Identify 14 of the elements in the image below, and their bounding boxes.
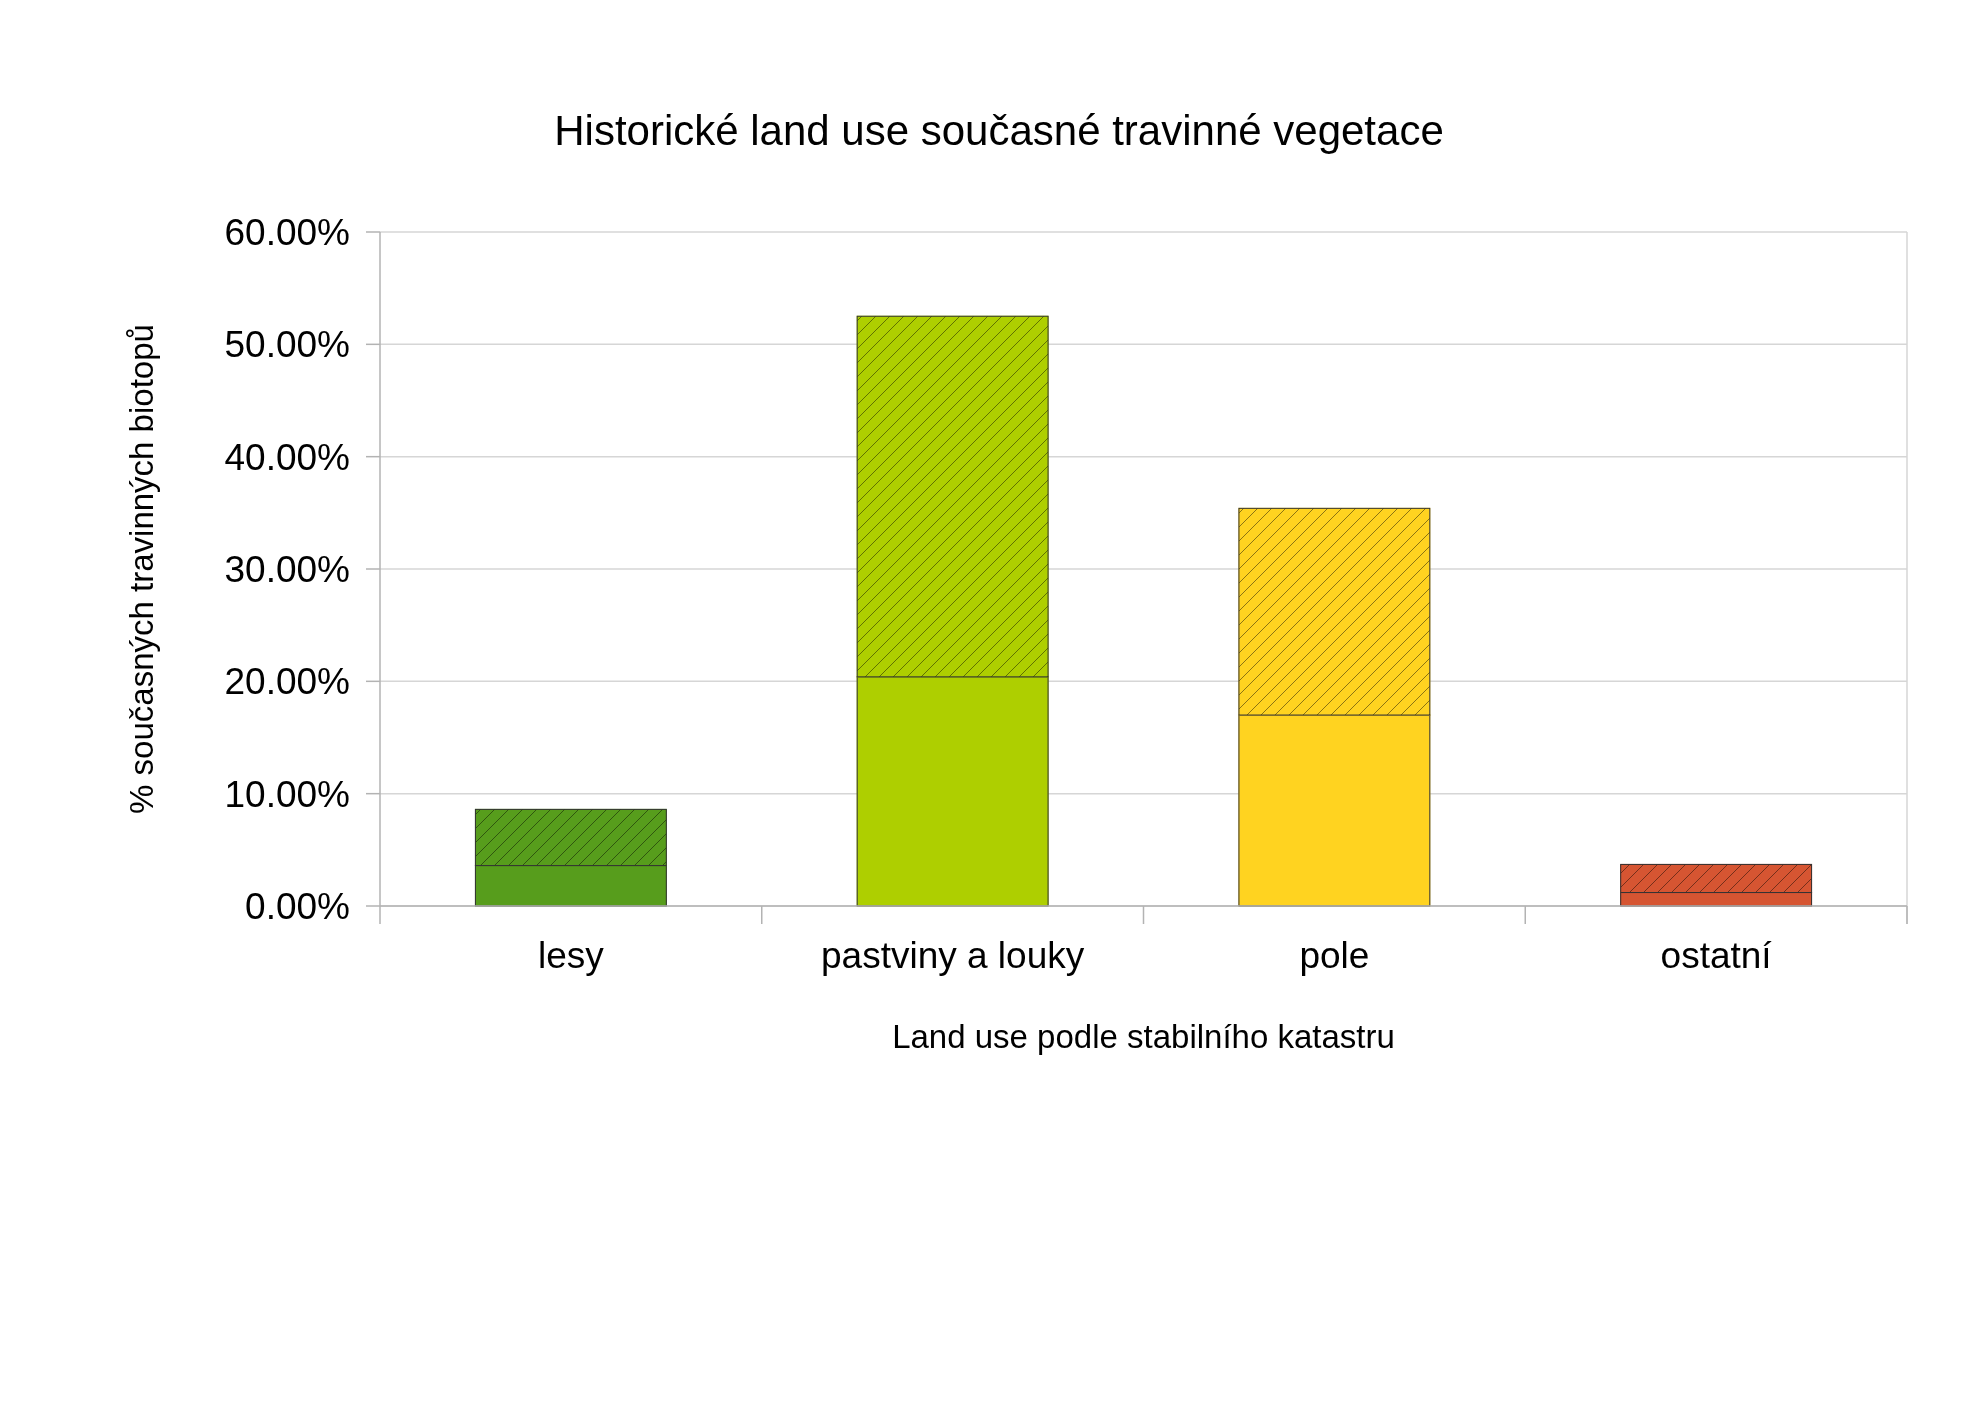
y-tick-label: 10.00% (224, 773, 350, 815)
x-tick-label: lesy (537, 935, 605, 976)
chart-title: Historické land use současné travinné vegetace (554, 107, 1444, 154)
y-axis-title: % současných travinných biotopů (123, 324, 160, 814)
y-tick-label: 0.00% (245, 885, 350, 927)
y-tick-label: 50.00% (224, 324, 350, 366)
x-axis-title: Land use podle stabilního katastru (892, 1018, 1395, 1055)
x-tick-label: ostatní (1660, 935, 1773, 976)
y-tick-label: 40.00% (224, 436, 350, 478)
y-tick-label: 20.00% (224, 661, 350, 703)
x-tick-label: pole (1299, 935, 1370, 976)
x-tick-label: pastviny a louky (821, 935, 1085, 976)
y-tick-label: 30.00% (224, 548, 350, 590)
y-tick-label: 60.00% (224, 211, 350, 253)
